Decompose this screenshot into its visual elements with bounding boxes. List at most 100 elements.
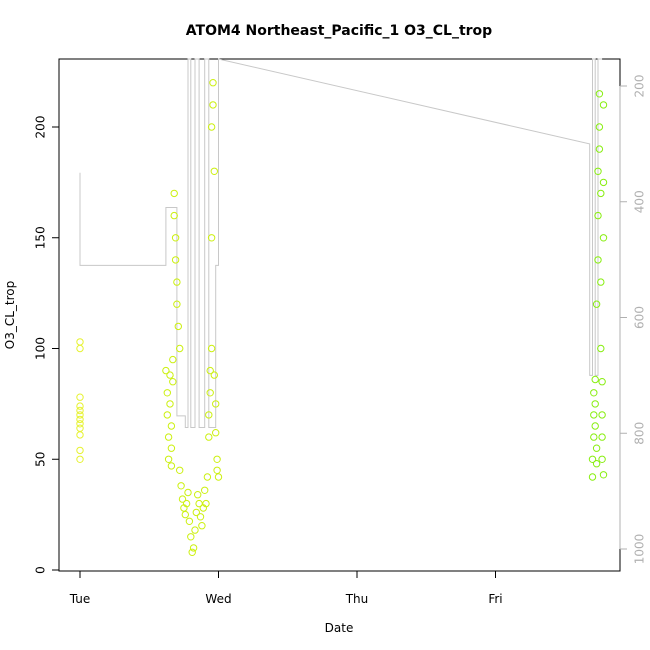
data-point — [166, 371, 174, 379]
data-point — [592, 300, 601, 308]
data-point — [188, 548, 196, 556]
data-point — [588, 455, 597, 463]
data-point — [76, 338, 84, 346]
data-point — [177, 482, 185, 490]
data-point — [76, 402, 84, 410]
data-point — [591, 422, 599, 430]
data-point — [182, 499, 191, 508]
data-point — [213, 466, 221, 474]
data-point — [76, 415, 84, 424]
data-point — [173, 300, 181, 308]
data-point — [212, 400, 220, 408]
data-point — [598, 378, 606, 386]
data-point — [590, 433, 598, 441]
data-point — [173, 278, 181, 286]
x-tick-label: Tue — [69, 592, 91, 606]
data-point — [167, 444, 176, 452]
data-point — [162, 366, 170, 375]
points-layer — [76, 79, 608, 556]
data-point — [207, 234, 216, 242]
data-point — [196, 513, 205, 521]
data-point — [209, 101, 217, 109]
data-point — [592, 444, 601, 452]
data-point — [590, 389, 598, 397]
data-point — [171, 234, 180, 242]
data-point — [76, 420, 84, 428]
data-point — [599, 101, 608, 109]
data-point — [212, 429, 220, 437]
data-point — [599, 178, 608, 187]
data-point — [595, 123, 604, 131]
data-point — [205, 411, 213, 419]
x-tick-label: Thu — [345, 592, 369, 606]
data-point — [595, 145, 604, 153]
data-point — [76, 455, 84, 463]
data-point — [597, 189, 605, 198]
data-point — [599, 471, 608, 479]
data-point — [170, 189, 178, 198]
data-point — [185, 517, 194, 525]
data-point — [169, 355, 177, 364]
y-tick-label: 150 — [34, 226, 48, 249]
y-tick-label: 50 — [34, 452, 48, 467]
data-point — [76, 393, 84, 401]
data-point — [592, 460, 601, 468]
data-point — [164, 433, 173, 441]
data-point — [181, 510, 190, 519]
data-point — [214, 473, 223, 481]
data-point — [76, 406, 84, 415]
data-point — [163, 389, 172, 397]
pressure-line-layer — [79, 58, 603, 428]
data-point — [588, 473, 597, 481]
pressure-line — [79, 58, 603, 428]
y2-tick-label: 600 — [633, 306, 647, 329]
data-point — [591, 400, 599, 408]
y-tick-label: 0 — [34, 566, 48, 574]
data-point — [205, 433, 213, 441]
data-point — [171, 256, 180, 264]
data-point — [598, 411, 606, 419]
y2-tick-label: 200 — [633, 75, 647, 98]
data-point — [206, 366, 214, 375]
x-tick-label: Wed — [205, 592, 231, 606]
data-point — [163, 411, 172, 419]
data-point — [210, 371, 219, 379]
data-point — [594, 256, 602, 264]
data-point — [192, 508, 201, 517]
data-point — [203, 473, 212, 481]
y2-axis: 200 400 600 800 1000 — [619, 75, 647, 564]
data-point — [591, 375, 599, 384]
data-point — [213, 455, 221, 463]
x-axis: Tue Wed Thu Fri — [69, 570, 503, 606]
data-point — [191, 526, 199, 534]
y2-tick-label: 400 — [633, 190, 647, 213]
data-point — [598, 455, 606, 463]
x-axis-label: Date — [325, 621, 354, 635]
data-point — [167, 422, 176, 430]
data-point — [76, 424, 84, 432]
data-point — [176, 344, 184, 353]
data-point — [206, 389, 214, 397]
data-point — [76, 446, 84, 455]
y-axis-label: O3_CL_trop — [3, 281, 17, 349]
data-point — [201, 486, 209, 494]
data-point — [187, 533, 195, 541]
data-point — [598, 433, 606, 441]
data-point — [209, 79, 217, 87]
data-point — [599, 234, 608, 242]
y-axis: 0 50 100 150 200 — [34, 116, 60, 574]
data-point — [597, 278, 605, 286]
data-point — [170, 211, 178, 220]
chart-title: ATOM4 Northeast_Pacific_1 O3_CL_trop — [186, 23, 492, 39]
data-point — [189, 544, 198, 552]
y-tick-label: 100 — [34, 337, 48, 360]
data-point — [198, 522, 206, 530]
data-point — [590, 411, 598, 419]
x-tick-label: Fri — [488, 592, 502, 606]
data-point — [207, 123, 216, 131]
data-point — [597, 344, 605, 353]
y-tick-label: 200 — [34, 116, 48, 139]
data-point — [595, 90, 604, 98]
